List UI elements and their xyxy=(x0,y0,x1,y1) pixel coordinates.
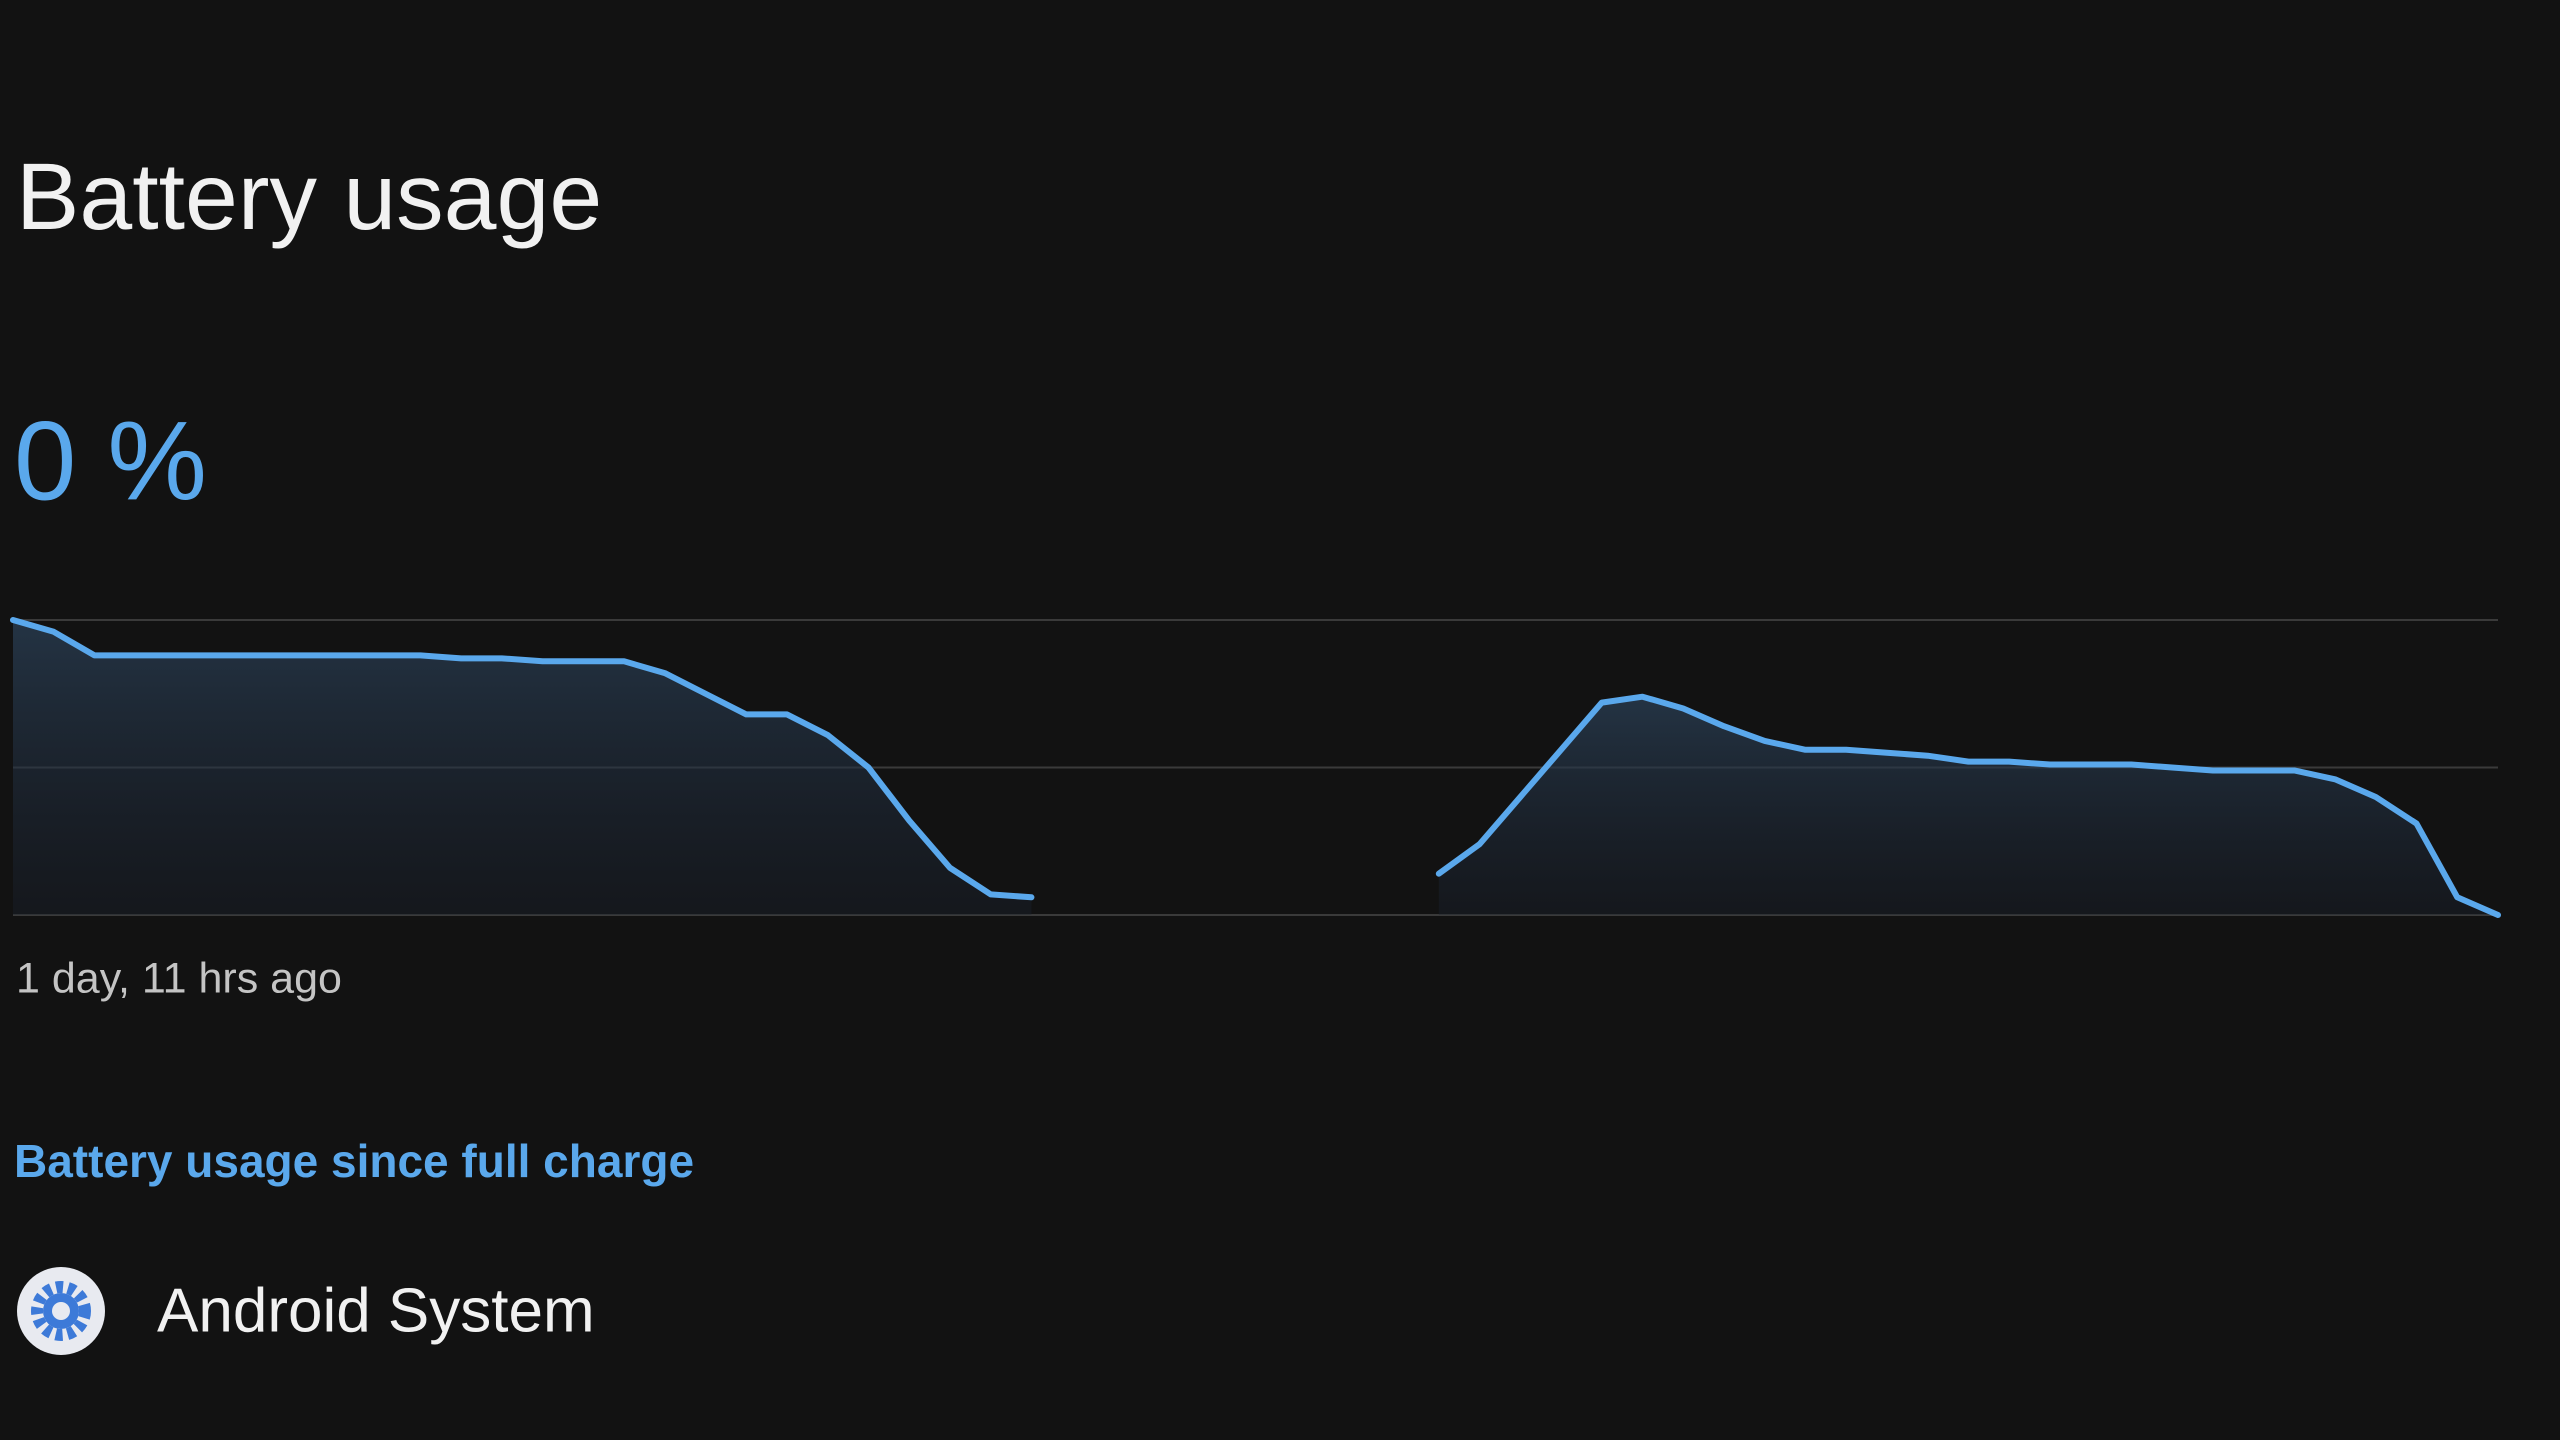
page-title: Battery usage xyxy=(16,144,602,250)
area-fill xyxy=(13,620,1032,915)
gear-hole xyxy=(52,1302,70,1320)
area-fill xyxy=(1438,696,2498,915)
gear-teeth xyxy=(31,1281,91,1341)
app-row[interactable]: Android System xyxy=(17,1267,595,1355)
battery-chart xyxy=(10,617,2501,918)
section-title: Battery usage since full charge xyxy=(14,1135,694,1187)
battery-level: 0 % xyxy=(14,399,207,524)
battery-line xyxy=(10,617,2501,918)
x-start-label: 1 day, 11 hrs ago xyxy=(16,954,342,1002)
app-label: Android System xyxy=(157,1276,595,1345)
